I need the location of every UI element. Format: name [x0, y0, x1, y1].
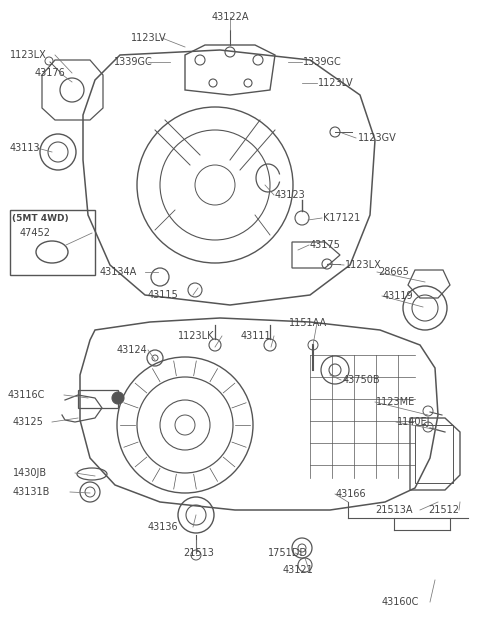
Text: 21513A: 21513A: [375, 505, 412, 515]
Text: 43124: 43124: [117, 345, 148, 355]
Text: 43119: 43119: [383, 291, 414, 301]
Text: 1151AA: 1151AA: [289, 318, 327, 328]
Text: 1123LX: 1123LX: [345, 260, 382, 270]
Text: 1339GC: 1339GC: [114, 57, 153, 67]
Text: 43113: 43113: [10, 143, 41, 153]
Text: 43116C: 43116C: [8, 390, 46, 400]
Text: 43134A: 43134A: [100, 267, 137, 277]
Text: 47452: 47452: [20, 228, 51, 238]
Text: 1123LK: 1123LK: [178, 331, 215, 341]
Text: 43115: 43115: [148, 290, 179, 300]
Text: K17121: K17121: [323, 213, 360, 223]
Text: 43131B: 43131B: [13, 487, 50, 497]
Text: 1123ME: 1123ME: [376, 397, 415, 407]
Text: 43166: 43166: [336, 489, 367, 499]
Text: 43122A: 43122A: [211, 12, 249, 22]
Text: 1339GC: 1339GC: [303, 57, 342, 67]
Text: 43176: 43176: [35, 68, 66, 78]
Text: 1123LV: 1123LV: [132, 33, 167, 43]
Text: 43175: 43175: [310, 240, 341, 250]
Text: 43121: 43121: [283, 565, 314, 575]
Text: 43136: 43136: [148, 522, 179, 532]
Text: (5MT 4WD): (5MT 4WD): [12, 214, 69, 223]
Text: 1751DD: 1751DD: [268, 548, 308, 558]
Bar: [78, 390, 118, 408]
Bar: [10, 210, 95, 275]
Text: 43125: 43125: [13, 417, 44, 427]
Text: 1123LV: 1123LV: [318, 78, 354, 88]
Bar: [415, 425, 453, 483]
Text: 1140EJ: 1140EJ: [397, 417, 431, 427]
Text: 43160C: 43160C: [382, 597, 420, 607]
Text: 43750B: 43750B: [343, 375, 381, 385]
Text: 43123: 43123: [275, 190, 306, 200]
Text: 1430JB: 1430JB: [13, 468, 47, 478]
Text: 43111: 43111: [241, 331, 272, 341]
Text: 21512: 21512: [428, 505, 459, 515]
Text: 28665: 28665: [378, 267, 409, 277]
Text: 1123LX: 1123LX: [10, 50, 47, 60]
Circle shape: [112, 392, 124, 404]
Text: 1123GV: 1123GV: [358, 133, 397, 143]
Text: 21513: 21513: [183, 548, 214, 558]
